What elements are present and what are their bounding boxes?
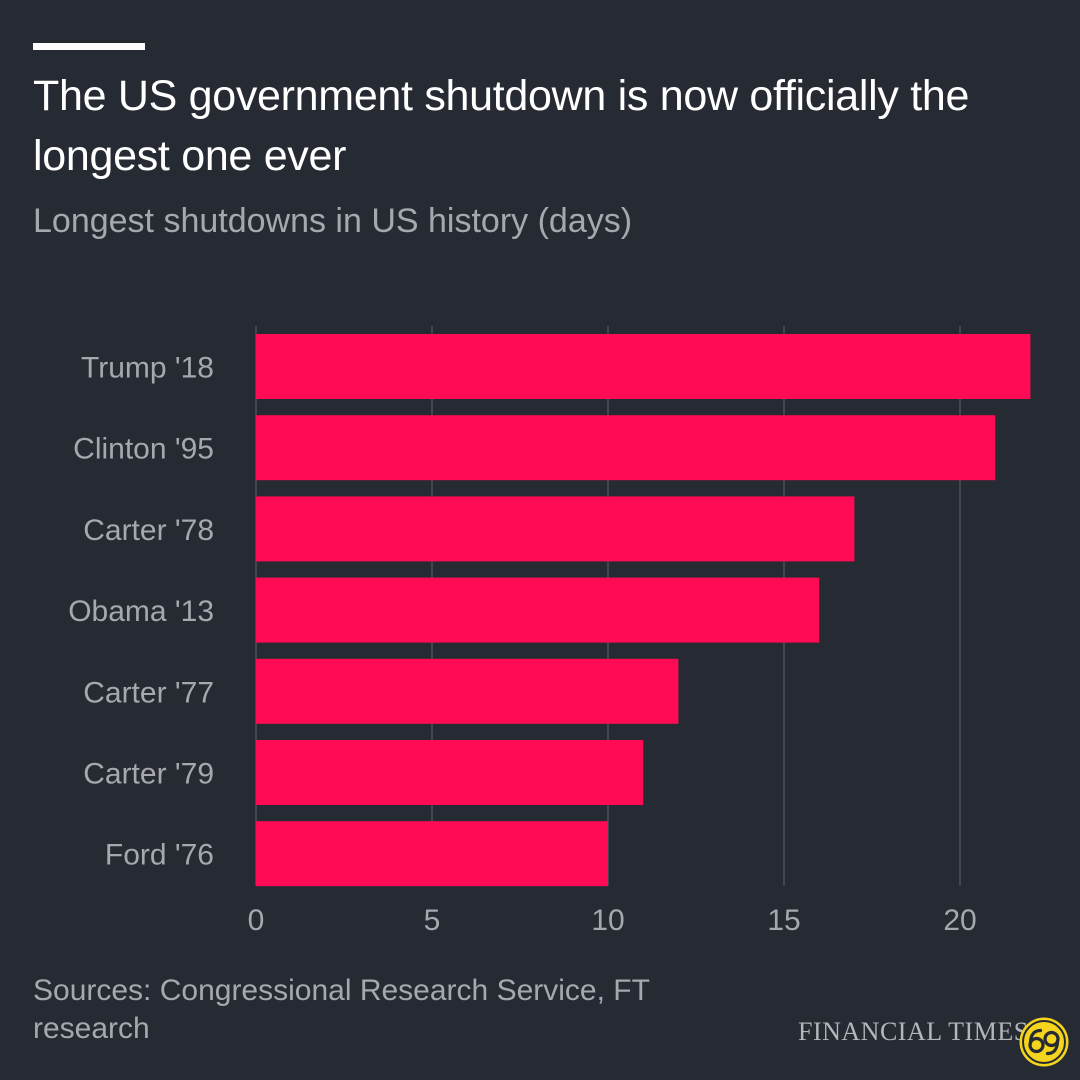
category-label: Clinton '95 xyxy=(73,433,214,466)
category-label: Carter '78 xyxy=(83,514,214,547)
x-tick-label: 15 xyxy=(767,904,800,937)
bar-layer xyxy=(256,334,1031,887)
bar xyxy=(256,334,1031,399)
category-label: Ford '76 xyxy=(105,839,214,872)
bar-chart: Trump '18 Clinton '95 Carter '78 Obama '13 C… xyxy=(68,326,1031,937)
category-label: Carter '79 xyxy=(83,758,214,791)
financial-times-logo: FINANCIAL TIMES xyxy=(798,1017,1029,1046)
category-label: Carter '77 xyxy=(83,676,214,709)
top-accent-rule xyxy=(33,43,145,50)
chart-title: The US government shutdown is now offici… xyxy=(33,72,970,180)
bar xyxy=(256,577,820,643)
x-tick-label: 20 xyxy=(943,904,976,937)
bar xyxy=(256,658,679,724)
bar xyxy=(256,821,608,887)
x-tick-label: 0 xyxy=(248,904,265,937)
x-tick-label: 10 xyxy=(591,904,624,937)
bar xyxy=(256,496,855,562)
source-note: Sources: Congressional Research Service,… xyxy=(33,974,650,1045)
chart-subtitle: Longest shutdowns in US history (days) xyxy=(33,202,633,240)
x-tick-layer: 0 5 10 15 20 xyxy=(248,904,977,937)
x-tick-label: 5 xyxy=(424,904,441,937)
bar xyxy=(256,415,996,481)
category-label-layer: Trump '18 Clinton '95 Carter '78 Obama '13 C… xyxy=(68,352,214,872)
category-label: Obama '13 xyxy=(68,595,214,628)
bar xyxy=(256,740,644,805)
circular-logo-badge-icon xyxy=(1019,1017,1069,1067)
category-label: Trump '18 xyxy=(81,352,214,385)
